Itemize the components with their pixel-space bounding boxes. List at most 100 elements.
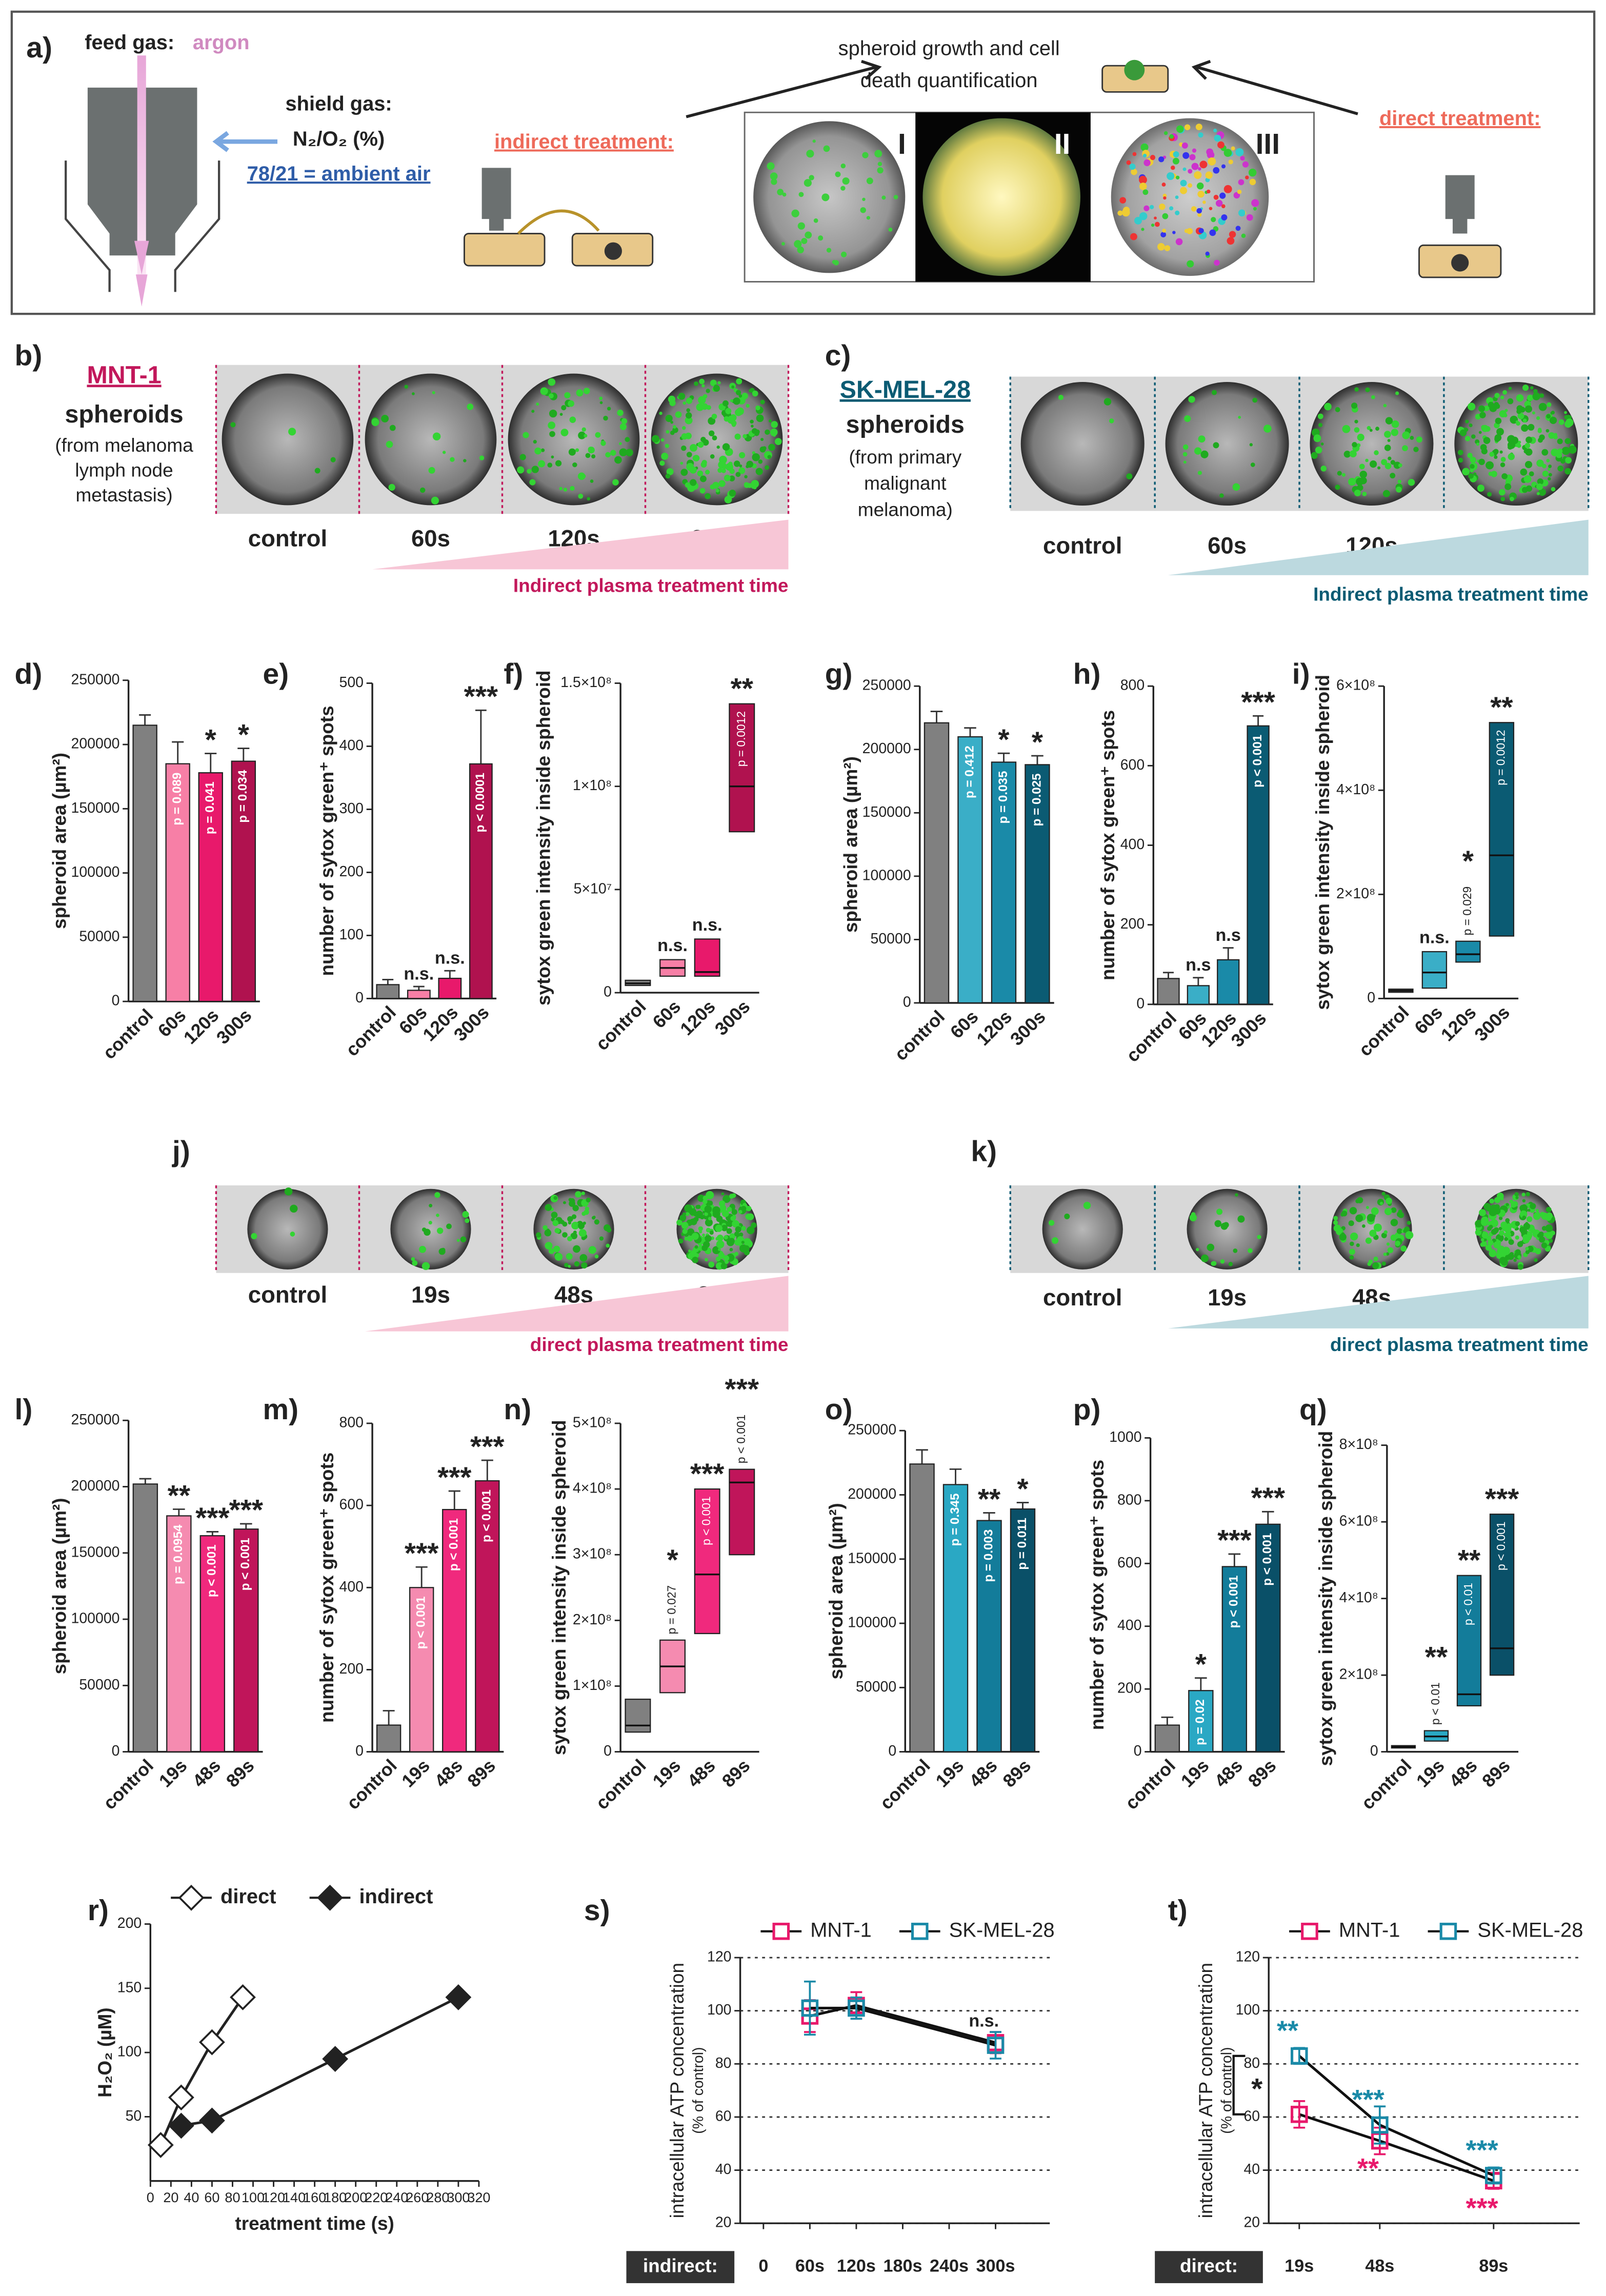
panel-label: c) — [825, 339, 851, 372]
y-axis-label: (% of control) — [690, 2047, 707, 2133]
stain-dot — [1478, 458, 1485, 466]
stain-dot — [1521, 424, 1529, 432]
x-tick-label: 89s — [1479, 2257, 1508, 2276]
stain-dot — [619, 423, 627, 430]
stain-dot — [1548, 468, 1551, 471]
stain-dot — [685, 416, 693, 425]
stain-dot — [545, 1204, 552, 1211]
y-tick-label: 100000 — [71, 1610, 120, 1627]
bar — [1154, 1724, 1180, 1753]
stain-dot — [716, 445, 720, 449]
panel-label: t) — [1168, 1894, 1188, 1927]
stain-dot — [704, 1205, 712, 1213]
significance: * — [1462, 844, 1474, 877]
stain-dot — [695, 1204, 700, 1209]
stain-dot — [756, 414, 764, 422]
stain-dot — [1200, 1254, 1209, 1262]
stain-dot — [699, 378, 705, 385]
stain-dot — [693, 1217, 699, 1222]
stain-dot — [554, 1253, 563, 1261]
stain-dot — [1140, 143, 1149, 151]
stain-dot — [1522, 418, 1527, 423]
stain-dot — [717, 468, 722, 473]
x-tick-label: 260 — [406, 2190, 429, 2205]
p-value: p < 0.001 — [238, 1538, 252, 1590]
stain-dot — [687, 1235, 693, 1242]
stain-dot — [421, 1227, 427, 1232]
panel-label: j) — [172, 1135, 190, 1167]
stain-dot — [1369, 1230, 1377, 1237]
p-value: p = 0.345 — [948, 1494, 962, 1546]
stain-dot — [1103, 398, 1112, 406]
y-tick-label: 1.5×10⁸ — [560, 674, 612, 691]
y-axis-label: number of sytox green⁺ spots — [316, 706, 337, 976]
y-tick-label: 200000 — [862, 740, 911, 757]
stain-dot — [1362, 491, 1367, 496]
panel-label: o) — [825, 1393, 853, 1426]
image-caption: 60s — [411, 525, 450, 551]
stain-dot — [690, 444, 697, 452]
stain-dot — [666, 430, 670, 434]
y-tick-label: 200000 — [71, 1478, 120, 1494]
stain-dot — [701, 1245, 708, 1252]
stain-dot — [1349, 1241, 1354, 1246]
bar — [1187, 985, 1210, 1005]
x-tick-label: 120s — [837, 2257, 876, 2276]
stain-dot — [569, 416, 576, 423]
stain-dot — [1398, 1212, 1404, 1218]
y-tick-label: 60 — [715, 2108, 732, 2124]
y-tick-label: 50000 — [856, 1679, 896, 1695]
stain-dot — [1527, 1209, 1531, 1212]
legend-label: MNT-1 — [810, 1919, 872, 1941]
stain-dot — [540, 387, 548, 395]
p-value: p = 0.025 — [1030, 773, 1043, 826]
point — [322, 2046, 349, 2072]
stain-dot — [1398, 463, 1402, 468]
stain-dot — [777, 189, 784, 195]
bar — [942, 1484, 969, 1753]
stain-dot — [1249, 443, 1253, 447]
stain-dot — [1263, 425, 1272, 433]
stain-dot — [1249, 178, 1256, 186]
y-tick-label: 100 — [339, 927, 364, 943]
stain-dot — [1191, 206, 1197, 212]
stain-dot — [702, 1199, 708, 1204]
stain-dot — [1368, 1259, 1373, 1264]
stain-dot — [1207, 189, 1211, 194]
stain-dot — [1564, 468, 1572, 475]
cell-description: melanoma) — [858, 498, 953, 520]
stain-dot — [421, 1262, 430, 1271]
stain-dot — [1513, 1258, 1517, 1262]
spheroid-image — [1111, 118, 1269, 276]
range-box — [625, 1698, 651, 1733]
stain-dot — [718, 1248, 721, 1251]
stain-dot — [465, 1218, 470, 1223]
stain-dot — [721, 1210, 729, 1217]
stain-dot — [700, 438, 704, 441]
significance: *** — [690, 1458, 725, 1491]
stain-dot — [1251, 199, 1259, 207]
stain-dot — [588, 1246, 596, 1254]
stain-dot — [585, 453, 591, 458]
x-axis-label: treatment time (s) — [235, 2212, 394, 2234]
stain-dot — [1525, 1222, 1529, 1225]
stain-dot — [460, 1236, 467, 1242]
stain-dot — [546, 1228, 550, 1232]
stain-dot — [732, 1220, 739, 1228]
y-axis-label: spheroid area (µm²) — [839, 756, 861, 933]
x-tick-label: control — [99, 1755, 158, 1814]
x-tick-label: 300s — [1471, 1002, 1514, 1045]
x-tick-label: 89s — [718, 1755, 754, 1791]
stain-dot — [1196, 1247, 1199, 1252]
stain-dot — [1214, 259, 1220, 266]
stain-dot — [1390, 473, 1396, 479]
stain-dot — [1504, 483, 1512, 490]
stain-dot — [1516, 394, 1524, 402]
significance: *** — [405, 1537, 439, 1570]
bar — [924, 722, 950, 1004]
significance: *** — [195, 1502, 230, 1535]
stain-dot — [712, 1206, 720, 1215]
stain-dot — [694, 1245, 698, 1249]
stain-dot — [428, 467, 435, 474]
stain-dot — [866, 216, 871, 220]
